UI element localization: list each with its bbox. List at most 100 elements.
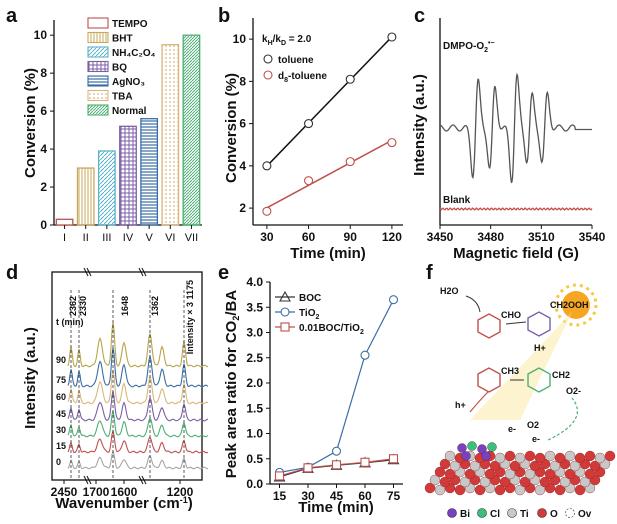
sun-icon (554, 283, 598, 327)
a-y-tick-label: 8 (40, 66, 47, 80)
d-break-2a (138, 475, 144, 485)
slab-atom (424, 482, 436, 494)
b-legend-toluene-marker (263, 54, 273, 64)
d-spectrum-90-min (67, 322, 209, 368)
b-point-toluene (304, 119, 314, 129)
panel-f: f H2O CHO CH2OOH H+ CH3 CH2 (424, 262, 616, 520)
e-point-TiO2 (388, 295, 399, 305)
slab-atom (584, 450, 596, 462)
e-y-tick-label: 4.0 (246, 275, 263, 289)
slab-atom (574, 452, 586, 464)
a-legend-BHT: BHT (112, 34, 133, 45)
slab-atom (519, 476, 531, 488)
d-spectrum-60-min (67, 369, 209, 405)
c-x-ticks: 3450 3480 3510 3540 (427, 225, 606, 244)
d-time-label-75: 75 (56, 375, 66, 385)
slab-atom (534, 452, 546, 464)
surface-cluster-atom (481, 451, 491, 461)
d-peak-markers (70, 290, 185, 478)
d-x-tick-label: 1600 (111, 485, 138, 499)
e-y-tick-label: 2.5 (246, 351, 263, 365)
slab-atom (504, 468, 516, 480)
f-ch3-label: CH3 (501, 366, 519, 376)
c-x-tick-label: 3480 (477, 230, 504, 244)
a-y-tick-label: 4 (40, 142, 47, 156)
f-legend-Cl: Cl (490, 509, 500, 520)
b-kinetic-isotope-annotation: kH/kD = 2.0 (262, 34, 312, 47)
b-legend-toluene: toluene (278, 55, 314, 66)
a-bar-I (55, 218, 74, 226)
b-x-title: Time (min) (290, 245, 366, 262)
slab-atom (559, 476, 571, 488)
b-y-tick-label: 2 (239, 201, 246, 215)
e-legend-tio2-marker (280, 307, 290, 317)
slab-atom (449, 460, 461, 472)
a-y-tick-label: 6 (40, 104, 47, 118)
d-peak-label-2330: 2330 (78, 296, 88, 316)
d-break-1b (86, 475, 92, 485)
d-break-2b (141, 475, 147, 485)
b-series (262, 32, 397, 216)
f-legend-O: O (550, 509, 558, 520)
slab-atom (544, 450, 556, 462)
e-y-tick-label: 1.0 (246, 427, 263, 441)
d-time-label-0: 0 (56, 457, 61, 467)
d-axis-breaks (83, 267, 147, 485)
f-electron-label-1: e- (508, 424, 516, 434)
f-legend-swatch-O (537, 508, 547, 518)
b-y-tick-label: 6 (239, 117, 246, 131)
slab-atom (589, 460, 601, 472)
a-bar-VI (161, 44, 180, 226)
b-fit-line-d8-toluene (266, 139, 393, 209)
a-legend-BQ: BQ (112, 63, 127, 74)
slab-atom (574, 484, 586, 496)
c-x-tick-label: 3450 (427, 230, 454, 244)
a-legend-swatch-BQ (87, 60, 109, 73)
benzyl-radical-ring (527, 367, 551, 393)
benzyl-radical-molecule: CH2 (527, 367, 570, 393)
e-legend-composite: 0.01BOC/TiO2 (299, 323, 364, 336)
d-x-title: Wavenumber (cm-1) (55, 495, 193, 512)
a-bar-III (97, 150, 116, 226)
b-y-tick-label: 8 (239, 74, 246, 88)
slab-atom (554, 484, 566, 496)
e-x-tick-label: 60 (358, 489, 372, 503)
benzaldehyde-molecule: CHO (477, 310, 521, 339)
panel-d: d Intensity (a.u.) Wavenumber (cm-1) t (… (6, 262, 209, 512)
e-point-0.01BOC/TiO2 (274, 471, 285, 481)
hydroperoxide-molecule: CH2OOH (527, 300, 589, 337)
c-x-title: Magnetic field (G) (453, 245, 579, 262)
f-legend-Ti: Ti (520, 509, 529, 520)
surface-cluster-atom (461, 451, 471, 461)
a-x-tick-label: VI (165, 232, 175, 244)
b-point-toluene (262, 161, 272, 171)
b-x-tick-label: 120 (382, 230, 402, 244)
f-atom-legend: Bi Cl Ti O Ov (447, 508, 592, 520)
slab-atom (469, 460, 481, 472)
surface-cluster-atom (477, 444, 487, 454)
f-arrow-h2o (465, 295, 481, 313)
d-peak-label-2362: 2362 (68, 296, 78, 316)
d-spectrum-15-min (67, 428, 209, 454)
a-legend-swatch-Normal (87, 104, 109, 116)
slab-atom (439, 476, 451, 488)
e-point-0.01BOC/TiO2 (303, 463, 313, 473)
slab-atom (489, 460, 501, 472)
a-bars (55, 34, 201, 226)
f-o2rad-label: O2- (566, 386, 581, 396)
e-y-ticks: 0.0 0.5 1.0 1.5 2.0 2.5 3.0 3.5 4.0 (246, 275, 270, 491)
f-cho-label: CHO (501, 310, 521, 320)
b-point-toluene (345, 74, 355, 84)
slab-atom (534, 484, 546, 496)
d-spectra (67, 322, 209, 470)
light-beam (470, 312, 572, 420)
b-legend-d8-toluene: d8-toluene (278, 71, 327, 84)
slab-atom (564, 468, 576, 480)
a-x-tick-label: IV (123, 232, 134, 244)
slab-atom (434, 484, 446, 496)
b-x-tick-label: 30 (260, 230, 274, 244)
a-y-tick-label: 2 (40, 180, 47, 194)
a-y-tick-label: 0 (40, 218, 47, 232)
d-spectrum-0-min (67, 449, 209, 470)
a-x-tick-label: III (102, 232, 111, 244)
